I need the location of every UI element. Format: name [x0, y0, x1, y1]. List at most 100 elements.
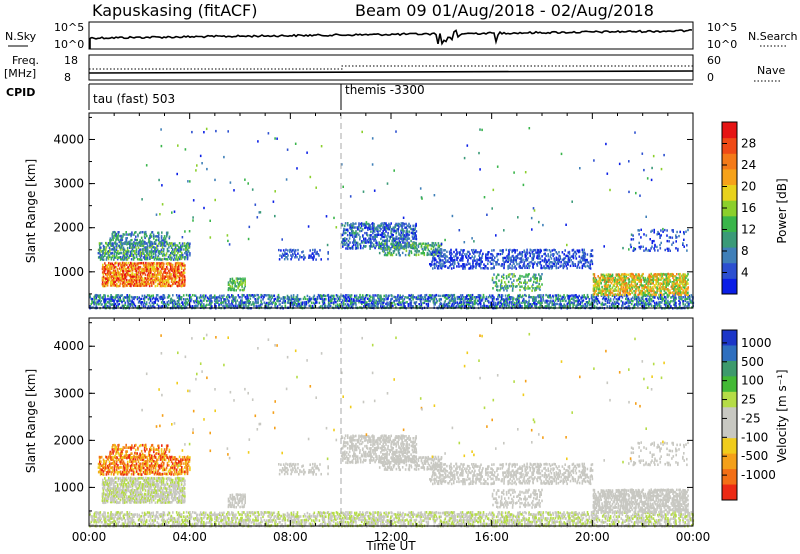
power-cell — [303, 304, 306, 307]
power-cell — [578, 261, 580, 264]
power-cell — [545, 254, 547, 257]
power-cell — [587, 261, 590, 264]
power-cell — [388, 222, 390, 226]
power-cell — [399, 254, 401, 257]
power-cell — [240, 277, 242, 281]
power-cell — [415, 242, 417, 246]
power-cell — [254, 294, 256, 297]
power-cell — [234, 281, 236, 284]
power-cell — [351, 247, 354, 250]
power-cell — [526, 266, 528, 269]
power-cell — [171, 263, 174, 267]
power-cell — [122, 269, 125, 273]
power-cell — [232, 288, 234, 292]
power-cell — [462, 296, 465, 299]
power-cell — [106, 256, 109, 259]
power-cell — [129, 252, 132, 255]
power-cell — [322, 302, 325, 306]
power-cell — [372, 229, 374, 233]
power-cell — [378, 297, 380, 301]
power-cell — [193, 294, 196, 297]
power-cell — [323, 302, 326, 306]
power-cell — [438, 298, 441, 301]
power-cell — [686, 305, 688, 308]
power-cell — [381, 298, 383, 301]
power-cell — [181, 262, 184, 265]
power-cell — [281, 301, 284, 304]
power-cell — [223, 304, 225, 307]
power-cell — [132, 266, 135, 269]
power-cell — [557, 257, 559, 260]
power-cell — [438, 261, 440, 264]
power-cell — [118, 252, 120, 255]
power-cell — [283, 297, 286, 301]
power-cell — [124, 267, 127, 271]
power-cell — [257, 299, 259, 303]
power-cell — [378, 251, 381, 255]
power-cell — [318, 301, 321, 305]
power-cell — [491, 253, 493, 256]
power-cell — [559, 303, 561, 306]
power-cell — [516, 254, 519, 258]
power-cell — [119, 271, 121, 274]
power-cell — [166, 281, 169, 284]
power-cell — [341, 239, 344, 243]
power-cell — [133, 297, 135, 301]
power-cell — [318, 254, 320, 257]
power-cell — [367, 222, 369, 226]
power-cell — [343, 243, 346, 247]
power-cell — [258, 296, 260, 299]
power-cell — [290, 294, 293, 297]
power-cell — [212, 296, 214, 299]
power-cell — [153, 301, 155, 304]
power-cell — [689, 296, 691, 299]
power-cell — [402, 294, 404, 298]
power-cell — [446, 255, 448, 258]
power-cell — [231, 281, 234, 284]
power-cell — [130, 234, 132, 238]
power-cell — [134, 304, 137, 308]
power-cell — [124, 269, 127, 272]
power-cell — [434, 250, 437, 254]
power-cell — [474, 298, 477, 301]
power-cell — [392, 233, 394, 237]
power-cell — [595, 295, 597, 299]
power-cell — [149, 250, 152, 253]
power-cell — [103, 305, 106, 308]
power-cell — [107, 301, 109, 304]
power-cell — [469, 297, 472, 300]
power-cell — [123, 248, 126, 251]
power-cell — [176, 266, 179, 269]
power-cell — [354, 239, 356, 242]
power-cell — [243, 294, 245, 297]
power-cell — [502, 302, 504, 306]
power-cell — [110, 244, 113, 247]
power-cell — [115, 304, 118, 308]
power-cell — [368, 303, 370, 306]
power-cell — [510, 296, 513, 299]
power-cell — [161, 231, 163, 234]
power-cell — [385, 248, 388, 251]
power-cell — [123, 305, 125, 308]
power-cell — [369, 247, 371, 250]
power-cell — [472, 267, 474, 270]
power-cell — [151, 297, 154, 301]
power-cell — [121, 264, 124, 267]
power-cell — [415, 301, 418, 304]
power-cell — [312, 301, 315, 305]
power-cell — [132, 258, 135, 261]
power-cell — [119, 296, 121, 299]
power-cell — [147, 241, 150, 244]
power-cell — [295, 295, 298, 299]
power-cell — [217, 301, 219, 304]
power-cell — [289, 250, 291, 254]
power-cell — [356, 299, 358, 302]
power-cell — [345, 294, 347, 297]
power-cell — [664, 299, 666, 303]
power-cell — [137, 301, 140, 304]
power-cell — [173, 256, 176, 259]
power-cell — [667, 295, 669, 299]
power-cell — [110, 242, 113, 245]
power-cell — [196, 304, 199, 308]
power-cell — [407, 303, 410, 306]
